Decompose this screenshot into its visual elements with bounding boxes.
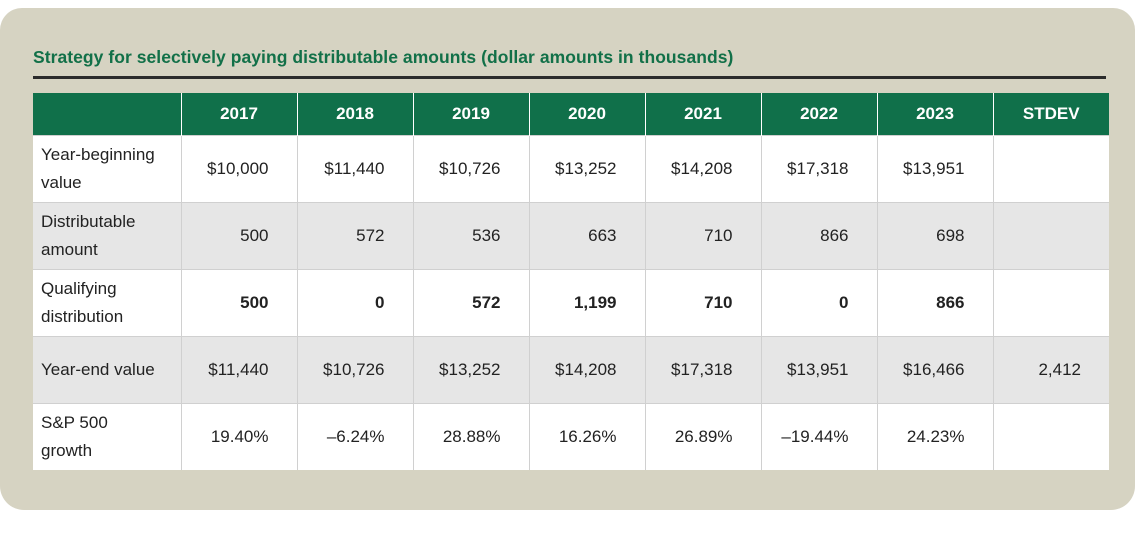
table-cell: $14,208 bbox=[528, 336, 645, 404]
table-cell: 663 bbox=[528, 202, 645, 270]
row-label-line1: Year-end value bbox=[41, 360, 155, 379]
table-cell: $13,252 bbox=[412, 336, 529, 404]
header-cell-2017: 2017 bbox=[180, 93, 297, 136]
table-row-qualifying-distribution: Qualifying distribution 500 0 572 1,199 7… bbox=[33, 269, 1109, 337]
header-cell-2018: 2018 bbox=[296, 93, 413, 136]
header-row: 2017 2018 2019 2020 2021 2022 2023 STDEV bbox=[33, 93, 1109, 136]
table-cell: $16,466 bbox=[876, 336, 993, 404]
row-label: S&P 500 growth bbox=[33, 403, 181, 470]
table-cell: 500 bbox=[180, 202, 297, 270]
table-cell: 710 bbox=[644, 269, 761, 337]
row-label: Distributable amount bbox=[33, 202, 181, 270]
title-divider bbox=[33, 76, 1106, 79]
table-cell: 26.89% bbox=[644, 403, 761, 470]
row-label-line2: distribution bbox=[41, 307, 124, 326]
table-row-year-beginning-value: Year-beginning value $10,000 $11,440 $10,… bbox=[33, 135, 1109, 203]
row-label-line1: Qualifying bbox=[41, 279, 117, 298]
header-cell-2023: 2023 bbox=[876, 93, 993, 136]
table-cell: –19.44% bbox=[760, 403, 877, 470]
table-row-year-end-value: Year-end value $11,440 $10,726 $13,252 $… bbox=[33, 336, 1109, 404]
table-cell: $10,000 bbox=[180, 135, 297, 203]
table-cell: 866 bbox=[760, 202, 877, 270]
table-cell: 536 bbox=[412, 202, 529, 270]
table-cell: 28.88% bbox=[412, 403, 529, 470]
table-cell: 572 bbox=[412, 269, 529, 337]
table-cell: $10,726 bbox=[412, 135, 529, 203]
table-row-distributable-amount: Distributable amount 500 572 536 663 710 … bbox=[33, 202, 1109, 270]
table-row-sp500-growth: S&P 500 growth 19.40% –6.24% 28.88% 16.26… bbox=[33, 403, 1109, 470]
table-cell-stdev: 2,412 bbox=[992, 336, 1109, 404]
header-cell-2021: 2021 bbox=[644, 93, 761, 136]
table-cell: 866 bbox=[876, 269, 993, 337]
row-label-line2: growth bbox=[41, 441, 93, 460]
table-title: Strategy for selectively paying distribu… bbox=[33, 47, 734, 67]
row-label-line2: value bbox=[41, 173, 82, 192]
row-label-line1: S&P 500 bbox=[41, 413, 108, 432]
header-cell-2020: 2020 bbox=[528, 93, 645, 136]
table-cell: $13,951 bbox=[876, 135, 993, 203]
row-label-line2: amount bbox=[41, 240, 98, 259]
row-label-line1: Distributable bbox=[41, 212, 136, 231]
table-cell: $17,318 bbox=[644, 336, 761, 404]
header-cell-stdev: STDEV bbox=[992, 93, 1109, 136]
header-cell-blank bbox=[33, 93, 181, 136]
table-cell: $10,726 bbox=[296, 336, 413, 404]
table-cell: $11,440 bbox=[180, 336, 297, 404]
table-cell: 572 bbox=[296, 202, 413, 270]
table-cell: $11,440 bbox=[296, 135, 413, 203]
table-cell: 710 bbox=[644, 202, 761, 270]
table-cell: 500 bbox=[180, 269, 297, 337]
table-cell: $13,951 bbox=[760, 336, 877, 404]
table-cell: 24.23% bbox=[876, 403, 993, 470]
table-cell-stdev bbox=[992, 403, 1109, 470]
data-table: 2017 2018 2019 2020 2021 2022 2023 STDEV… bbox=[33, 93, 1109, 470]
row-label: Qualifying distribution bbox=[33, 269, 181, 337]
table-cell: 698 bbox=[876, 202, 993, 270]
table-cell-stdev bbox=[992, 269, 1109, 337]
table-cell: 19.40% bbox=[180, 403, 297, 470]
row-label: Year-end value bbox=[33, 336, 181, 404]
table-cell: 16.26% bbox=[528, 403, 645, 470]
row-label: Year-beginning value bbox=[33, 135, 181, 203]
table-cell: 1,199 bbox=[528, 269, 645, 337]
table-cell: 0 bbox=[296, 269, 413, 337]
header-cell-2019: 2019 bbox=[412, 93, 529, 136]
row-label-line1: Year-beginning bbox=[41, 145, 155, 164]
table-panel: Strategy for selectively paying distribu… bbox=[0, 8, 1135, 510]
header-cell-2022: 2022 bbox=[760, 93, 877, 136]
table-cell: $14,208 bbox=[644, 135, 761, 203]
table-cell: $17,318 bbox=[760, 135, 877, 203]
table-cell-stdev bbox=[992, 135, 1109, 203]
table-cell: 0 bbox=[760, 269, 877, 337]
table-cell: –6.24% bbox=[296, 403, 413, 470]
table-cell: $13,252 bbox=[528, 135, 645, 203]
table-cell-stdev bbox=[992, 202, 1109, 270]
